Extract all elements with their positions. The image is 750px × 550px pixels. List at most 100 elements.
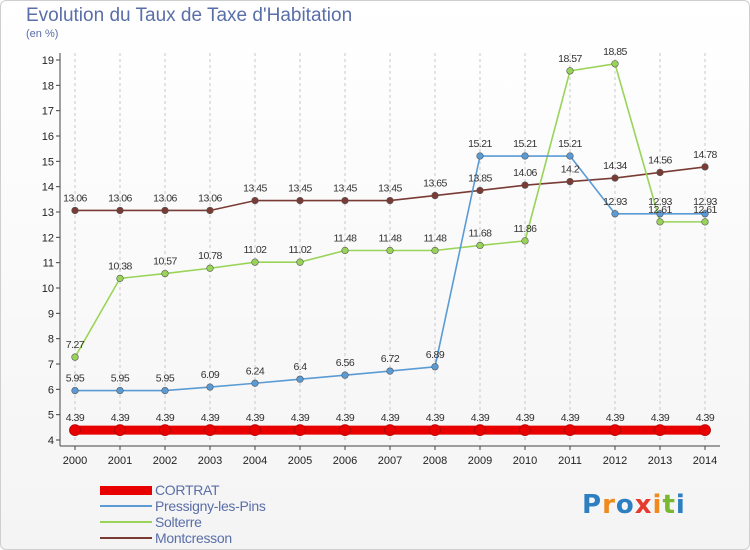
data-point bbox=[159, 424, 171, 437]
data-label: 13.45 bbox=[243, 183, 267, 195]
data-point bbox=[656, 210, 664, 218]
data-point bbox=[566, 178, 574, 186]
legend-label: Montcresson bbox=[155, 530, 232, 546]
data-point bbox=[566, 152, 574, 160]
data-point bbox=[701, 218, 709, 226]
data-label: 13.85 bbox=[468, 172, 492, 184]
data-label: 18.57 bbox=[558, 53, 582, 65]
data-label: 11.02 bbox=[289, 244, 313, 256]
data-label: 6.24 bbox=[246, 365, 265, 377]
logo-letter: i bbox=[675, 490, 686, 520]
x-tick-label: 2009 bbox=[468, 455, 492, 467]
y-tick-label: 15 bbox=[42, 156, 54, 168]
data-label: 4.39 bbox=[66, 412, 85, 424]
y-tick-label: 7 bbox=[48, 359, 54, 371]
unit-label: (en %) bbox=[26, 28, 59, 40]
data-point bbox=[609, 424, 621, 437]
y-tick-label: 18 bbox=[42, 80, 54, 92]
data-label: 10.38 bbox=[108, 260, 132, 272]
y-tick-label: 14 bbox=[42, 182, 54, 194]
data-point bbox=[116, 387, 124, 395]
data-label: 4.39 bbox=[606, 412, 625, 424]
data-label: 6.56 bbox=[336, 357, 355, 369]
data-point bbox=[161, 387, 169, 395]
y-tick-label: 9 bbox=[48, 308, 54, 320]
data-label: 13.06 bbox=[198, 192, 222, 204]
legend-label: Pressigny-les-Pins bbox=[155, 498, 266, 514]
chart-title: Evolution du Taux de Taxe d'Habitation bbox=[26, 5, 353, 26]
x-tick-label: 2012 bbox=[603, 455, 627, 467]
data-label: 13.45 bbox=[378, 183, 402, 195]
data-label: 15.21 bbox=[468, 138, 492, 150]
data-point bbox=[161, 269, 169, 278]
legend-label: Solterre bbox=[155, 514, 202, 530]
data-label: 4.39 bbox=[561, 412, 580, 424]
data-label: 4.39 bbox=[111, 412, 130, 424]
x-tick-label: 2005 bbox=[288, 455, 312, 467]
data-point bbox=[339, 424, 351, 437]
data-point bbox=[521, 181, 529, 189]
data-point bbox=[206, 383, 214, 391]
x-tick-label: 2001 bbox=[108, 455, 132, 467]
y-tick-label: 17 bbox=[42, 106, 54, 118]
data-point bbox=[386, 246, 394, 255]
y-tick-label: 12 bbox=[42, 232, 54, 244]
data-point bbox=[386, 367, 394, 375]
data-label: 6.09 bbox=[201, 369, 220, 381]
data-point bbox=[249, 424, 261, 437]
logo-letter: o bbox=[615, 490, 635, 520]
data-point bbox=[206, 264, 214, 272]
data-point bbox=[341, 246, 349, 255]
data-label: 4.39 bbox=[336, 412, 355, 424]
x-tick-label: 2014 bbox=[693, 455, 717, 467]
data-point bbox=[251, 197, 259, 205]
data-label: 15.21 bbox=[558, 138, 582, 150]
logo-letter: P bbox=[582, 490, 603, 520]
x-tick-label: 2004 bbox=[243, 455, 267, 467]
x-tick-label: 2006 bbox=[333, 455, 357, 467]
data-point bbox=[656, 168, 664, 177]
data-label: 14.2 bbox=[561, 164, 580, 176]
data-point bbox=[341, 371, 349, 379]
data-point bbox=[521, 237, 529, 245]
y-tick-label: 4 bbox=[48, 435, 54, 447]
y-tick-label: 19 bbox=[42, 55, 54, 67]
data-point bbox=[296, 258, 304, 266]
data-label: 6.4 bbox=[293, 361, 307, 373]
data-point bbox=[476, 241, 484, 250]
proxiti-logo: Proxiti bbox=[582, 490, 686, 520]
data-point bbox=[701, 210, 709, 218]
y-tick-label: 13 bbox=[42, 207, 54, 219]
data-point bbox=[384, 424, 396, 437]
data-label: 12.93 bbox=[603, 196, 627, 208]
x-tick-label: 2010 bbox=[513, 455, 537, 467]
data-label: 13.45 bbox=[288, 183, 312, 195]
data-point bbox=[161, 206, 169, 215]
data-point bbox=[699, 424, 711, 437]
data-point bbox=[116, 206, 124, 215]
legend-swatch bbox=[100, 521, 152, 523]
data-point bbox=[294, 424, 306, 437]
data-point bbox=[429, 424, 441, 437]
x-tick-label: 2008 bbox=[423, 455, 447, 467]
data-label: 11.48 bbox=[334, 233, 358, 245]
y-tick-label: 6 bbox=[48, 384, 54, 396]
data-point bbox=[611, 174, 619, 182]
data-label: 14.06 bbox=[513, 167, 537, 179]
data-label: 18.85 bbox=[603, 46, 627, 58]
data-point bbox=[431, 246, 439, 255]
data-label: 13.45 bbox=[333, 183, 357, 195]
data-point bbox=[69, 424, 81, 437]
data-label: 15.21 bbox=[513, 138, 537, 150]
data-point bbox=[296, 375, 304, 383]
x-tick-label: 2003 bbox=[198, 455, 222, 467]
legend-swatch bbox=[100, 505, 152, 507]
x-tick-label: 2002 bbox=[153, 455, 177, 467]
logo-letter: r bbox=[602, 490, 616, 520]
data-point bbox=[251, 258, 259, 266]
data-label: 6.72 bbox=[381, 353, 400, 365]
data-label: 7.27 bbox=[66, 339, 85, 351]
data-point bbox=[431, 191, 439, 200]
logo-letter: i bbox=[652, 490, 663, 520]
